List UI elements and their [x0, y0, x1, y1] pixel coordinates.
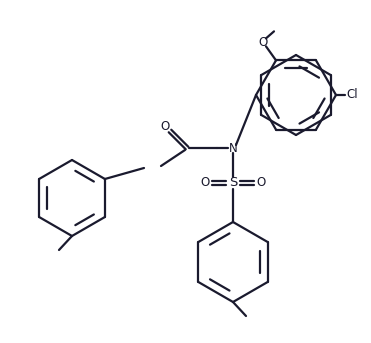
Text: N: N	[229, 142, 237, 154]
Text: O: O	[200, 177, 210, 189]
Text: O: O	[160, 120, 170, 133]
Text: O: O	[256, 177, 266, 189]
Text: S: S	[229, 177, 237, 189]
Text: O: O	[258, 36, 267, 49]
Text: Cl: Cl	[346, 88, 358, 102]
